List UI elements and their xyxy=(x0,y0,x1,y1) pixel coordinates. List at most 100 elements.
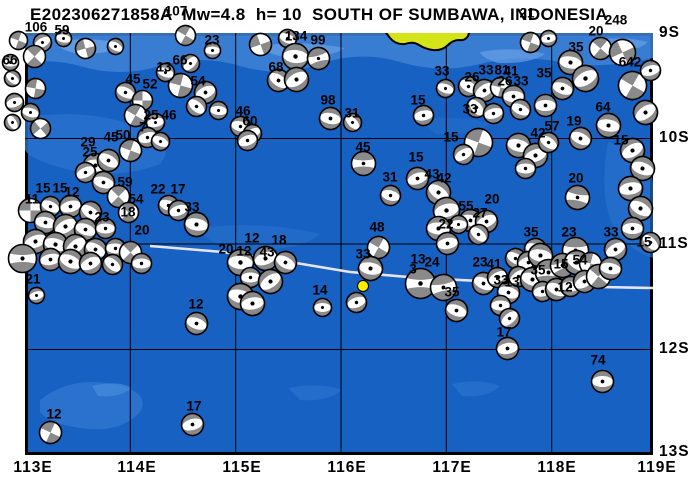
focal-mechanism-beachball xyxy=(366,235,390,259)
event-depth-label: 20 xyxy=(588,23,604,39)
event-depth-label: 35 xyxy=(536,65,552,81)
event-depth-label: 41 xyxy=(486,256,502,272)
event-depth-label: 18 xyxy=(120,204,136,220)
event-depth-label: 7 xyxy=(139,119,147,135)
focal-mechanism-beachball xyxy=(123,103,147,127)
focal-mechanism-beachball xyxy=(564,184,590,210)
focal-mechanism-beachball xyxy=(29,117,51,139)
page-title: E202306271858A Mw=4.8 h= 10 SOUTH OF SUM… xyxy=(30,5,609,24)
focal-mechanism-beachball xyxy=(444,298,468,322)
focal-mechanism-beachball xyxy=(639,59,661,81)
event-depth-label: 107 xyxy=(164,3,188,19)
event-depth-label: 11 xyxy=(24,191,40,207)
focal-mechanism-beachball xyxy=(306,46,330,70)
focal-mechanism-beachball xyxy=(514,157,536,179)
event-depth-label: 19 xyxy=(566,113,582,129)
event-depth-label: 42 xyxy=(530,125,546,141)
focal-mechanism-beachball xyxy=(183,211,209,237)
focal-mechanism-beachball xyxy=(91,170,115,194)
event-depth-label: 50 xyxy=(115,127,131,143)
focal-mechanism-beachball xyxy=(608,38,636,66)
focal-mechanism-beachball xyxy=(405,166,429,190)
event-depth-label: 17 xyxy=(170,181,186,197)
focal-mechanism-beachball xyxy=(3,113,21,131)
latitude-axis-label: 12S xyxy=(659,340,690,357)
focal-mechanism-beachball xyxy=(283,66,309,92)
longitude-axis-label: 116E xyxy=(327,459,367,476)
focal-mechanism-beachball xyxy=(145,112,165,132)
event-depth-label: 23 xyxy=(472,254,488,270)
event-depth-label: 57 xyxy=(544,118,560,134)
focal-mechanism-beachball xyxy=(117,201,139,223)
event-depth-label: 23 xyxy=(94,209,110,225)
focal-mechanism-beachball xyxy=(78,251,102,275)
bathymetry-patch xyxy=(452,381,500,397)
focal-mechanism-beachball xyxy=(130,252,152,274)
focal-mechanism-beachball xyxy=(412,104,434,126)
event-depth-label: 35 xyxy=(530,262,546,278)
event-depth-label: 42 xyxy=(436,170,452,186)
event-depth-label: 33 xyxy=(355,246,371,262)
event-depth-label: 13 xyxy=(410,251,426,267)
focal-mechanism-beachball xyxy=(236,129,258,151)
event-depth-label: 20 xyxy=(484,191,500,207)
event-depth-label: 45 xyxy=(103,129,119,145)
event-depth-label: 33 xyxy=(513,73,529,89)
longitude-axis-label: 114E xyxy=(117,459,157,476)
event-depth-label: 64 xyxy=(595,99,611,115)
focal-mechanism-beachball xyxy=(257,268,283,294)
event-depth-label: 54 xyxy=(190,73,206,89)
focal-mechanism-beachball xyxy=(595,112,621,138)
focal-mechanism-beachball xyxy=(266,68,290,92)
event-depth-label: 23 xyxy=(204,32,220,48)
focal-mechanism-beachball xyxy=(118,138,142,162)
focal-mechanism-beachball xyxy=(22,44,46,68)
focal-mechanism-beachball xyxy=(185,95,207,117)
event-depth-label: 60 xyxy=(242,113,258,129)
event-depth-label: 54 xyxy=(572,252,588,268)
focal-mechanism-beachball xyxy=(281,42,309,70)
event-depth-label: 26 xyxy=(497,73,513,89)
event-depth-label: 18 xyxy=(271,232,287,248)
focal-mechanism-beachball xyxy=(57,248,83,274)
event-depth-label: 68 xyxy=(268,59,284,75)
focal-mechanism-beachball xyxy=(495,336,519,360)
event-depth-label: 33 xyxy=(493,272,509,288)
event-depth-label: 25 xyxy=(143,107,159,123)
focal-mechanism-beachball xyxy=(101,253,123,275)
focal-mechanism-beachball xyxy=(425,215,451,241)
event-depth-label: 66 xyxy=(172,52,188,68)
event-depth-label: 81 xyxy=(494,62,510,78)
focal-mechanism-beachball xyxy=(74,161,96,183)
focal-mechanism-beachball xyxy=(312,297,332,317)
focal-mechanism-beachball xyxy=(208,100,228,120)
focal-mechanism-beachball xyxy=(617,175,643,201)
event-depth-label: 24 xyxy=(424,254,440,270)
event-depth-label: 41 xyxy=(503,63,519,79)
focal-mechanism-beachball xyxy=(180,412,204,436)
focal-mechanism-beachball xyxy=(519,31,541,53)
event-depth-label: 12 xyxy=(188,296,204,312)
longitude-axis-label: 119E xyxy=(637,459,677,476)
event-depth-label: 33 xyxy=(462,101,478,117)
focal-mechanism-beachball xyxy=(239,266,261,288)
event-depth-label: 13 xyxy=(156,59,172,75)
event-depth-label: 31 xyxy=(344,105,360,121)
focal-mechanism-beachball xyxy=(590,369,614,393)
focal-mechanism-beachball xyxy=(598,256,622,280)
event-depth-label: 12 xyxy=(236,243,252,259)
focal-mechanism-beachball xyxy=(620,216,644,240)
focal-mechanism-beachball xyxy=(342,112,362,132)
focal-mechanism-beachball xyxy=(180,53,200,73)
longitude-axis-label: 118E xyxy=(537,459,577,476)
focal-mechanism-beachball xyxy=(38,420,62,444)
event-depth-label: 45 xyxy=(125,71,141,87)
event-depth-label: 33 xyxy=(478,62,494,78)
focal-mechanism-beachball xyxy=(114,81,136,103)
focal-mechanism-beachball xyxy=(429,273,457,301)
focal-mechanism-beachball xyxy=(106,37,124,55)
event-depth-label: 12 xyxy=(64,184,80,200)
event-depth-label: 15 xyxy=(410,92,426,108)
focal-mechanism-beachball xyxy=(571,64,599,92)
